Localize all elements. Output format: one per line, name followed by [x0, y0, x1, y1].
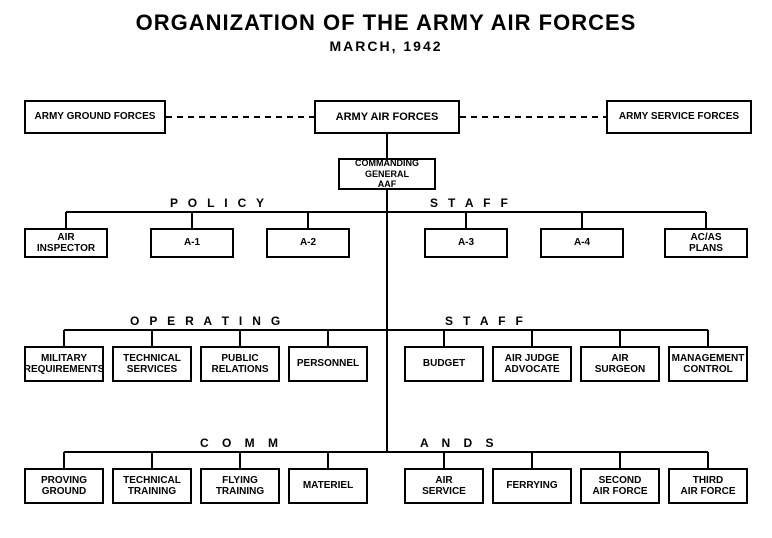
commands-label-left: C O M M	[200, 436, 278, 450]
node-army-air-forces: ARMY AIR FORCES	[314, 100, 460, 134]
node-personnel: PERSONNEL	[288, 346, 368, 382]
node-management-control: MANAGEMENTCONTROL	[668, 346, 748, 382]
node-second-air-force: SECONDAIR FORCE	[580, 468, 660, 504]
node-a-1: A-1	[150, 228, 234, 258]
policy-label-left: P O L I C Y	[170, 196, 264, 210]
commands-label-right: A N D S	[420, 436, 494, 450]
node-ferrying: FERRYING	[492, 468, 572, 504]
node-military-requirements: MILITARYREQUIREMENTS	[24, 346, 104, 382]
node-air-judge-advocate: AIR JUDGEADVOCATE	[492, 346, 572, 382]
node-materiel: MATERIEL	[288, 468, 368, 504]
operating-label-left: O P E R A T I N G	[130, 314, 280, 328]
node-a-3: A-3	[424, 228, 508, 258]
node-air-service: AIRSERVICE	[404, 468, 484, 504]
node-a-2: A-2	[266, 228, 350, 258]
node-army-service-forces: ARMY SERVICE FORCES	[606, 100, 752, 134]
policy-label-right: S T A F F	[430, 196, 508, 210]
node-a-4: A-4	[540, 228, 624, 258]
node-technical-training: TECHNICALTRAINING	[112, 468, 192, 504]
node-third-air-force: THIRDAIR FORCE	[668, 468, 748, 504]
chart-title: ORGANIZATION OF THE ARMY AIR FORCES	[0, 0, 772, 36]
connector-lines	[0, 0, 772, 538]
node-air-inspector: AIRINSPECTOR	[24, 228, 108, 258]
node-proving-ground: PROVINGGROUND	[24, 468, 104, 504]
chart-subtitle: MARCH, 1942	[0, 38, 772, 54]
node-budget: BUDGET	[404, 346, 484, 382]
node-flying-training: FLYINGTRAINING	[200, 468, 280, 504]
node-technical-services: TECHNICALSERVICES	[112, 346, 192, 382]
operating-label-right: S T A F F	[445, 314, 523, 328]
node-air-surgeon: AIRSURGEON	[580, 346, 660, 382]
node-acas-plans: AC/ASPLANS	[664, 228, 748, 258]
node-army-ground-forces: ARMY GROUND FORCES	[24, 100, 166, 134]
node-commanding-general: COMMANDING GENERALAAF	[338, 158, 436, 190]
node-public-relations: PUBLICRELATIONS	[200, 346, 280, 382]
